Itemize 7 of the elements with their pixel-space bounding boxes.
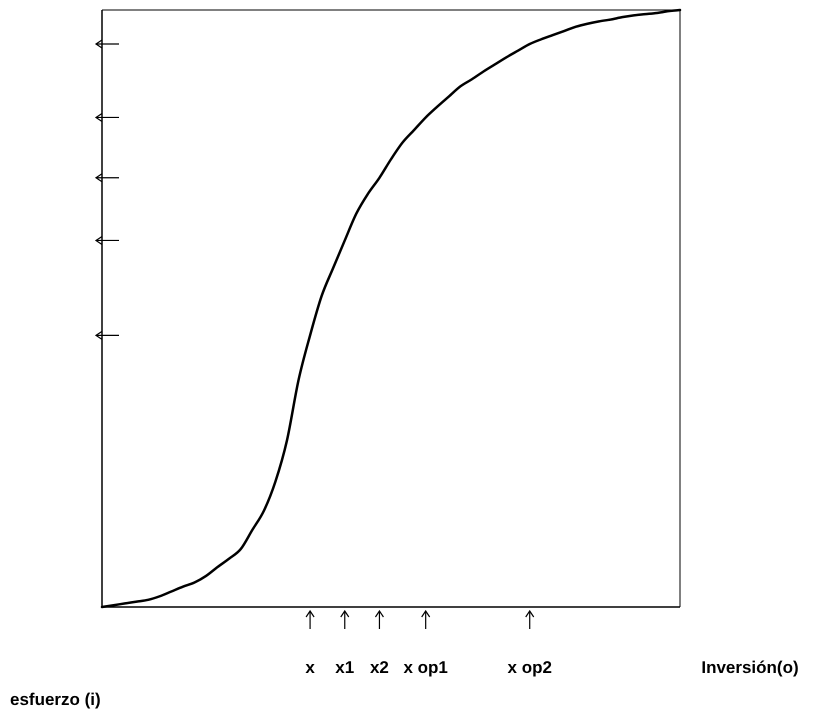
x-axis-title: Inversión(o) <box>701 658 799 677</box>
x-tick-label: x1 <box>335 658 354 677</box>
x-tick-label: x <box>305 658 316 677</box>
x-tick-label: x op1 <box>403 658 448 677</box>
x-tick-label: x2 <box>370 658 389 677</box>
x-tick-label: x op2 <box>508 658 552 677</box>
y-axis-title: esfuerzo (i) <box>10 690 101 709</box>
